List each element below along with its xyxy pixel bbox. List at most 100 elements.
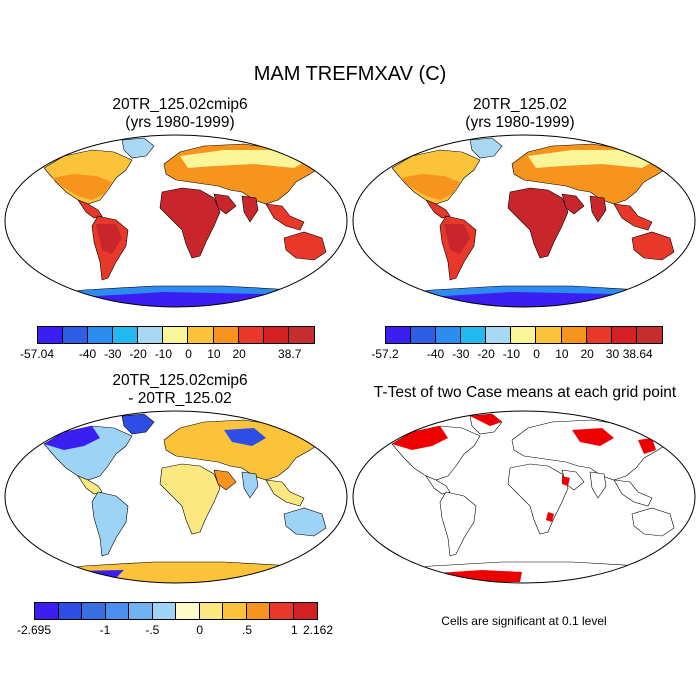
panel-title-ttest-line1: T-Test of two Case means at each grid po…: [373, 384, 677, 401]
colorbar-case1-ticks: -57.04 -40 -30 -20 -10 0 10 20 38.7: [20, 347, 315, 363]
siberia-cold: [224, 428, 266, 446]
colorbar-case2-swatch: [561, 327, 587, 343]
australia: [631, 231, 675, 261]
colorbar-case1-swatch: [238, 327, 264, 343]
africa: [507, 187, 569, 259]
significant-region: [572, 428, 614, 446]
antarctica-outline: [355, 561, 693, 583]
colorbar-case1-tick-label: 38.7: [278, 347, 302, 361]
colorbar-case2-tick-label: 38.64: [622, 347, 653, 361]
significant-region: [638, 438, 656, 454]
panel-title-case2-line1: 20TR_125.02: [473, 96, 567, 113]
colorbar-diff: [34, 602, 318, 620]
colorbar-case2-swatch: [611, 327, 637, 343]
colorbar-case2-tick-label: -57.2: [371, 347, 399, 361]
central-america: [77, 475, 103, 495]
colorbar-case1-tick-label: 10: [207, 347, 221, 361]
colorbar-case1-swatch: [113, 327, 139, 343]
colorbar-diff-tick-label: -2.695: [16, 623, 52, 637]
panel-title-case1-line1: 20TR_125.02cmip6: [112, 96, 248, 113]
southeast-asia: [265, 203, 305, 231]
map-ttest-land: [355, 413, 693, 583]
colorbar-case2-tick-label: 20: [580, 347, 594, 361]
map-case1-outline: [4, 134, 348, 308]
colorbar-diff-swatch: [35, 603, 59, 619]
colorbar-case2-swatch: [436, 327, 462, 343]
colorbar-case2-swatch: [586, 327, 612, 343]
panel-title-diff: 20TR_125.02cmip6 - 20TR_125.02: [20, 372, 340, 408]
colorbar-case2-swatch: [486, 327, 512, 343]
map-diff-land: [7, 413, 345, 583]
colorbar-diff-swatch: [152, 603, 176, 619]
colorbar-case2-swatch: [636, 327, 662, 343]
significant-region: [422, 570, 522, 582]
colorbar-case1-swatch: [188, 327, 214, 343]
arabia: [561, 193, 585, 215]
colorbar-diff-swatch: [270, 603, 294, 619]
colorbar-case2-tick-label: 30: [605, 347, 620, 361]
map-diff: [4, 410, 348, 584]
colorbar-case2-swatch: [386, 327, 412, 343]
north-america-south: [52, 174, 112, 200]
colorbar-case1-tick-label: 0: [185, 347, 192, 361]
colorbar-diff-tick-label: 1: [290, 623, 298, 637]
colorbar-diff-swatch: [223, 603, 247, 619]
panel-title-diff-line1: 20TR_125.02cmip6: [112, 372, 248, 389]
colorbar-diff-tick-label: 2.162: [302, 623, 334, 637]
significant-region: [392, 426, 448, 450]
north-america-south: [400, 174, 460, 200]
greenland: [121, 137, 155, 159]
arabia: [213, 193, 237, 215]
colorbar-case1-swatch: [288, 327, 314, 343]
greenland: [121, 413, 155, 435]
amazon: [444, 224, 470, 254]
colorbar-case1-tick-label: -10: [154, 347, 173, 361]
colorbar-diff-tick-label: 0: [196, 623, 203, 637]
australia-outline: [631, 507, 675, 537]
india: [589, 195, 607, 223]
colorbar-diff-swatch: [199, 603, 223, 619]
colorbar-diff-tick-label: -.5: [145, 623, 160, 637]
panel-title-case2: 20TR_125.02 (yrs 1980-1999): [360, 96, 680, 132]
greenland: [469, 137, 503, 159]
africa-outline: [507, 463, 569, 535]
colorbar-diff-swatch: [105, 603, 129, 619]
colorbar-case2-tick-label: -10: [502, 347, 521, 361]
colorbar-case2-ticks: -57.2 -40 -30 -20 -10 0 10 20 30 38.64: [371, 347, 663, 363]
colorbar-case1-swatch: [213, 327, 239, 343]
colorbar-case1-tick-label: -30: [104, 347, 122, 361]
africa: [159, 187, 221, 259]
panel-title-case1: 20TR_125.02cmip6 (yrs 1980-1999): [20, 96, 340, 132]
colorbar-case1-swatch: [63, 327, 89, 343]
significant-region: [562, 476, 570, 486]
colorbar-case1-tick-label: -20: [129, 347, 147, 361]
colorbar-case2-tick-label: -40: [426, 347, 445, 361]
map-case1-land: [7, 137, 345, 307]
map-diff-outline: [4, 410, 348, 584]
colorbar-diff-tick-label: .5: [241, 623, 253, 637]
map-case1: [4, 134, 348, 308]
colorbar-case1-swatch: [263, 327, 289, 343]
eurasia: [163, 419, 323, 481]
camer-outline: [425, 475, 451, 495]
map-case2-land: [355, 137, 693, 307]
colorbar-case1-swatch: [38, 327, 64, 343]
colorbar-diff-swatch: [129, 603, 153, 619]
australia: [283, 231, 327, 261]
colorbar-diff-swatch: [82, 603, 106, 619]
colorbar-case2-tick-label: 10: [555, 347, 569, 361]
colorbar-diff-swatch: [58, 603, 82, 619]
colorbar-case2-swatch: [411, 327, 437, 343]
india: [241, 195, 259, 223]
seasia-outline: [613, 479, 653, 507]
map-ttest: [352, 410, 696, 584]
colorbar-case2: [385, 326, 663, 344]
panel-title-ttest: T-Test of two Case means at each grid po…: [350, 384, 700, 402]
map-ttest-outline: [352, 410, 696, 584]
siberia: [528, 150, 656, 168]
colorbar-case2-tick-label: -30: [452, 347, 470, 361]
colorbar-case1: [37, 326, 315, 344]
panel-title-case2-line2: (yrs 1980-1999): [465, 114, 575, 131]
north-america-north: [44, 426, 100, 450]
colorbar-diff-swatch: [246, 603, 270, 619]
